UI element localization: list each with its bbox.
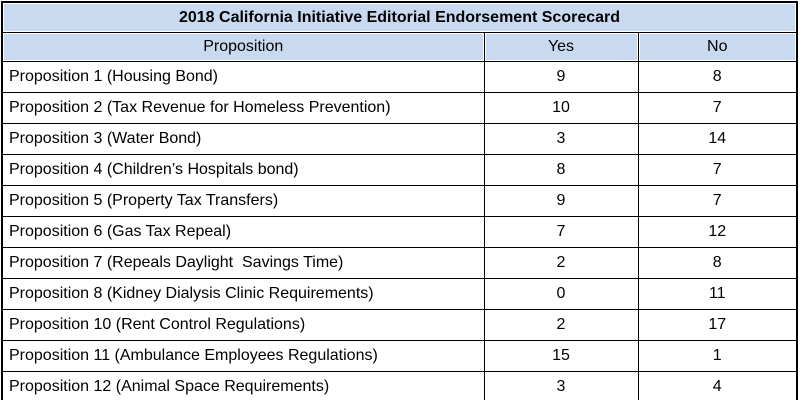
column-header-proposition: Proposition — [1, 32, 485, 62]
table-row: Proposition 4 (Children’s Hospitals bond… — [1, 154, 798, 186]
table-row: Proposition 12 (Animal Space Requirement… — [1, 371, 798, 400]
table-row: Proposition 6 (Gas Tax Repeal) 7 12 — [1, 216, 798, 248]
no-count-cell: 1 — [637, 340, 798, 372]
table-row: Proposition 7 (Repeals Daylight Savings … — [1, 247, 798, 279]
no-count-cell: 7 — [637, 154, 798, 186]
table-row: Proposition 3 (Water Bond) 3 14 — [1, 123, 798, 155]
no-count-cell: 8 — [637, 61, 798, 93]
proposition-cell: Proposition 2 (Tax Revenue for Homeless … — [1, 92, 485, 124]
yes-count-cell: 0 — [483, 278, 639, 310]
column-header-no: No — [637, 32, 798, 62]
column-header-yes: Yes — [483, 32, 639, 62]
yes-count-cell: 7 — [483, 216, 639, 248]
proposition-cell: Proposition 6 (Gas Tax Repeal) — [1, 216, 485, 248]
proposition-cell: Proposition 7 (Repeals Daylight Savings … — [1, 247, 485, 279]
proposition-cell: Proposition 12 (Animal Space Requirement… — [1, 371, 485, 400]
proposition-cell: Proposition 3 (Water Bond) — [1, 123, 485, 155]
no-count-cell: 17 — [637, 309, 798, 341]
yes-count-cell: 3 — [483, 123, 639, 155]
yes-count-cell: 8 — [483, 154, 639, 186]
proposition-cell: Proposition 1 (Housing Bond) — [1, 61, 485, 93]
yes-count-cell: 2 — [483, 247, 639, 279]
column-header-row: Proposition Yes No — [1, 32, 798, 62]
table-row: Proposition 5 (Property Tax Transfers) 9… — [1, 185, 798, 217]
proposition-cell: Proposition 10 (Rent Control Regulations… — [1, 309, 485, 341]
no-count-cell: 4 — [637, 371, 798, 400]
no-count-cell: 7 — [637, 185, 798, 217]
yes-count-cell: 9 — [483, 61, 639, 93]
table-row: Proposition 10 (Rent Control Regulations… — [1, 309, 798, 341]
no-count-cell: 14 — [637, 123, 798, 155]
table-row: Proposition 8 (Kidney Dialysis Clinic Re… — [1, 278, 798, 310]
table-row: Proposition 2 (Tax Revenue for Homeless … — [1, 92, 798, 124]
proposition-cell: Proposition 4 (Children’s Hospitals bond… — [1, 154, 485, 186]
no-count-cell: 12 — [637, 216, 798, 248]
table-row: Proposition 11 (Ambulance Employees Regu… — [1, 340, 798, 372]
yes-count-cell: 3 — [483, 371, 639, 400]
title-row: 2018 California Initiative Editorial End… — [1, 1, 798, 33]
no-count-cell: 11 — [637, 278, 798, 310]
yes-count-cell: 15 — [483, 340, 639, 372]
page-title: 2018 California Initiative Editorial End… — [1, 1, 798, 33]
yes-count-cell: 2 — [483, 309, 639, 341]
yes-count-cell: 9 — [483, 185, 639, 217]
proposition-cell: Proposition 5 (Property Tax Transfers) — [1, 185, 485, 217]
no-count-cell: 8 — [637, 247, 798, 279]
proposition-cell: Proposition 8 (Kidney Dialysis Clinic Re… — [1, 278, 485, 310]
yes-count-cell: 10 — [483, 92, 639, 124]
no-count-cell: 7 — [637, 92, 798, 124]
table-row: Proposition 1 (Housing Bond) 9 8 — [1, 61, 798, 93]
proposition-cell: Proposition 11 (Ambulance Employees Regu… — [1, 340, 485, 372]
